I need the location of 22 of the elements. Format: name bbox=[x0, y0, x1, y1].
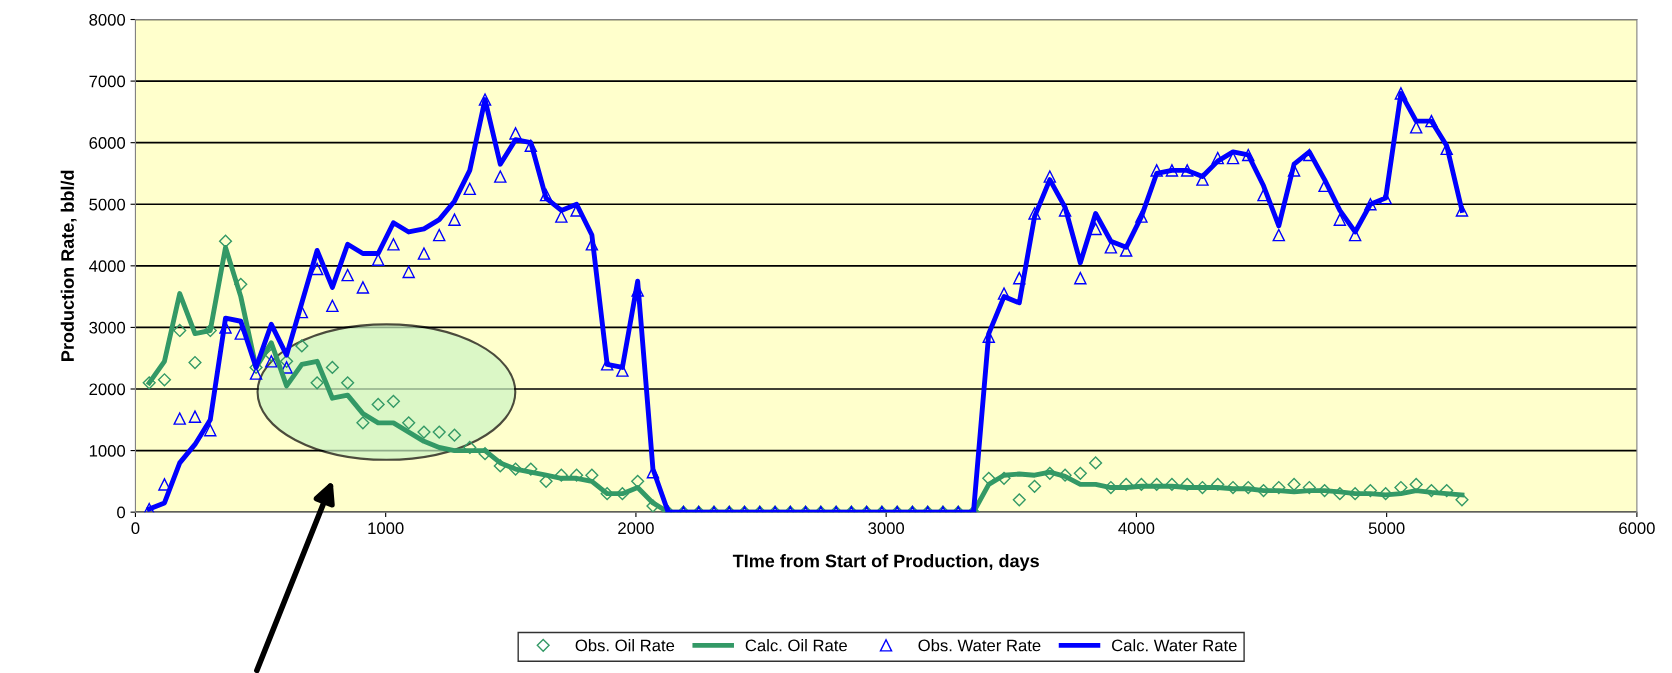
y-tick-label: 5000 bbox=[89, 198, 126, 211]
legend-label: Calc. Water Rate bbox=[1112, 639, 1237, 652]
y-tick-label: 6000 bbox=[89, 137, 126, 149]
y-tick-label: 3000 bbox=[89, 321, 126, 334]
legend-label: Calc. Oil Rate bbox=[745, 639, 847, 652]
y-tick-label: 7000 bbox=[89, 75, 126, 88]
y-tick-label: 1000 bbox=[89, 444, 126, 457]
x-tick-label: 0 bbox=[131, 522, 140, 535]
x-tick-label: 1000 bbox=[368, 522, 404, 535]
y-axis-title: Production Rate, bbl/d bbox=[60, 170, 77, 361]
x-tick-label: 5000 bbox=[1368, 522, 1405, 535]
y-tick-label: 0 bbox=[117, 506, 126, 519]
x-tick-label: 6000 bbox=[1619, 522, 1655, 535]
x-tick-label: 4000 bbox=[1118, 522, 1155, 535]
y-tick-label: 4000 bbox=[89, 260, 126, 273]
x-tick-label: 3000 bbox=[868, 522, 905, 535]
legend-label: Obs. Oil Rate bbox=[575, 639, 675, 652]
legend-label: Obs. Water Rate bbox=[918, 639, 1041, 652]
y-tick-label: 8000 bbox=[89, 13, 126, 26]
x-axis-title: TIme from Start of Production, days bbox=[732, 554, 1039, 571]
x-tick-label: 2000 bbox=[618, 522, 654, 535]
y-tick-label: 2000 bbox=[89, 383, 126, 396]
